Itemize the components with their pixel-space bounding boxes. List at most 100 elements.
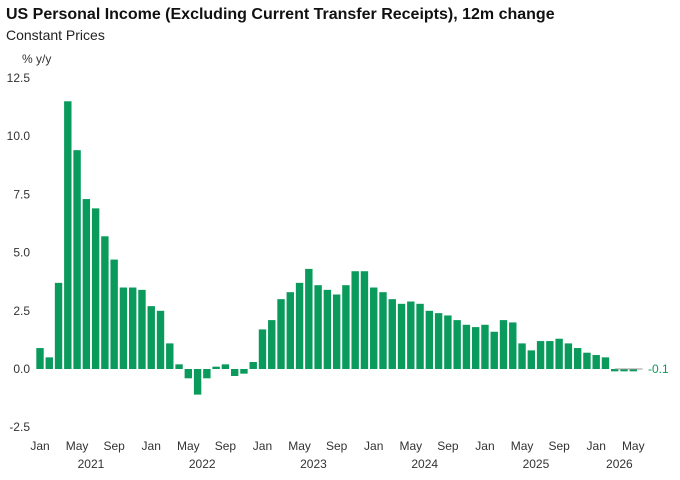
bar	[129, 287, 137, 369]
bar	[184, 369, 193, 379]
bar	[295, 282, 304, 369]
x-tick-year: 2022	[189, 457, 216, 471]
x-tick-year: 2025	[523, 457, 550, 471]
bar	[471, 327, 480, 369]
bar	[564, 343, 573, 369]
bar	[221, 364, 230, 369]
x-tick-month: Sep	[437, 439, 459, 453]
bar	[592, 355, 600, 369]
bar	[110, 259, 118, 369]
bar	[351, 271, 359, 369]
x-tick-year: 2023	[300, 457, 327, 471]
bar	[490, 331, 498, 369]
bar	[286, 292, 294, 369]
bar	[434, 313, 443, 369]
bar	[444, 315, 452, 369]
bar	[73, 150, 81, 369]
bar	[249, 362, 257, 369]
bar	[620, 369, 628, 372]
bar	[453, 320, 461, 369]
bar	[601, 357, 610, 369]
bar	[193, 369, 202, 395]
bar	[91, 208, 100, 369]
bar	[203, 369, 211, 379]
x-tick-month: May	[622, 439, 645, 453]
bar	[240, 369, 248, 374]
x-tick-month: Jan	[30, 439, 49, 453]
y-tick-label: 12.5	[7, 71, 31, 85]
bar	[360, 271, 369, 369]
bar	[425, 310, 434, 369]
bar	[397, 303, 406, 369]
x-tick-year: 2021	[78, 457, 105, 471]
bar	[64, 101, 72, 369]
x-tick-month: May	[177, 439, 200, 453]
x-tick-month: Sep	[215, 439, 237, 453]
bar	[481, 324, 489, 369]
bar	[230, 369, 239, 376]
x-tick-month: May	[66, 439, 89, 453]
x-tick-month: Sep	[326, 439, 348, 453]
bar	[536, 341, 545, 369]
bar	[82, 199, 91, 369]
bar	[499, 320, 508, 369]
bar	[175, 364, 183, 369]
bar	[518, 343, 526, 369]
bar	[36, 348, 44, 369]
bar	[166, 343, 174, 369]
bar	[342, 285, 350, 369]
y-tick-label: -2.5	[9, 420, 30, 434]
y-tick-label: 10.0	[7, 129, 31, 143]
y-ticks: 12.5 10.0 7.5 5.0 2.5 0.0 -2.5	[7, 71, 31, 434]
bar	[573, 348, 582, 369]
bar	[101, 236, 109, 369]
bar	[156, 310, 165, 369]
bar	[527, 350, 536, 369]
bar	[119, 287, 128, 369]
bar	[147, 306, 155, 369]
x-ticks: Jan May Sep Jan May Sep Jan May Sep Jan May Sep Jan M…	[30, 439, 644, 471]
bar	[583, 352, 591, 369]
bars	[36, 101, 643, 395]
bar	[416, 303, 424, 369]
bar	[629, 369, 637, 372]
bar	[546, 341, 554, 369]
bar	[277, 299, 285, 369]
bar	[138, 289, 146, 369]
bar	[314, 285, 322, 369]
bar	[462, 324, 471, 369]
bar	[212, 366, 220, 369]
end-value-label: -0.1	[648, 362, 669, 376]
x-tick-month: May	[511, 439, 534, 453]
bar	[268, 320, 276, 369]
chart-subtitle: Constant Prices	[6, 27, 105, 43]
bar	[388, 299, 396, 369]
chart-title: US Personal Income (Excluding Current Tr…	[6, 6, 555, 23]
y-axis-unit-label: % y/y	[22, 52, 51, 66]
bar	[370, 287, 378, 369]
bar	[407, 301, 415, 369]
x-tick-month: Sep	[548, 439, 570, 453]
x-tick-year: 2026	[606, 457, 633, 471]
bar	[54, 282, 63, 369]
bar	[323, 289, 332, 369]
bar	[509, 322, 517, 369]
x-tick-month: Sep	[103, 439, 125, 453]
bar	[45, 357, 53, 369]
x-tick-month: Jan	[253, 439, 272, 453]
x-tick-month: Jan	[142, 439, 161, 453]
y-tick-label: 0.0	[13, 362, 30, 376]
y-tick-label: 2.5	[13, 304, 30, 318]
x-tick-month: May	[288, 439, 311, 453]
y-tick-label: 5.0	[13, 246, 30, 260]
x-tick-month: Jan	[475, 439, 494, 453]
bar	[611, 369, 619, 372]
bar	[305, 268, 313, 369]
x-tick-year: 2024	[411, 457, 438, 471]
x-tick-month: Jan	[587, 439, 606, 453]
bar	[555, 338, 563, 369]
bar	[332, 294, 341, 369]
bar	[379, 292, 387, 369]
